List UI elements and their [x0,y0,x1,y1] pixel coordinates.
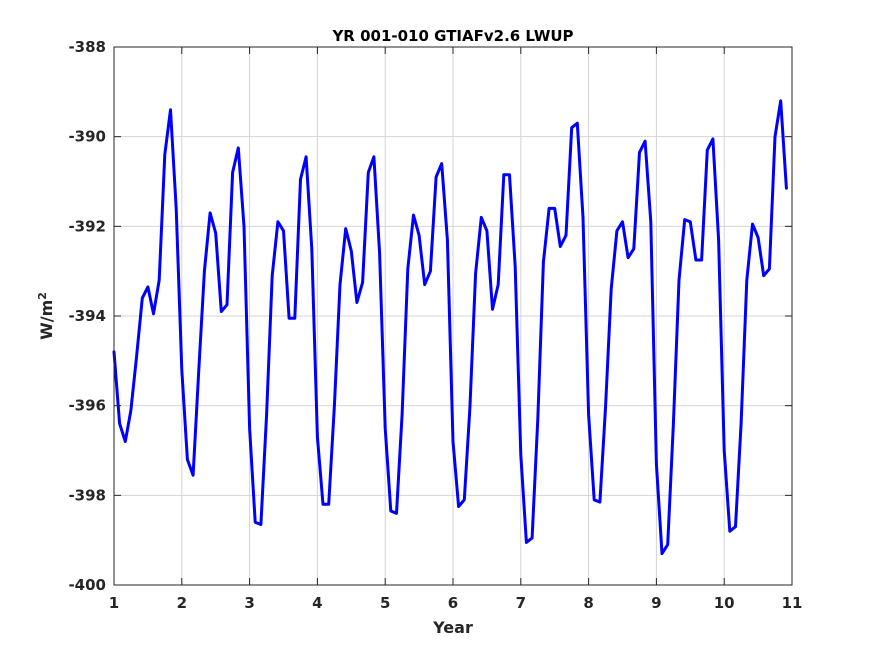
y-axis-label-superscript: 2 [36,292,49,300]
x-tick-label: 2 [177,594,187,612]
series-group [112,99,788,556]
y-tick-label: -388 [68,38,106,56]
y-tick-label: -394 [68,307,106,325]
y-tick-label: -396 [68,397,106,415]
y-tick-label: -400 [68,576,106,594]
y-axis-label-text: W/m [37,300,56,340]
x-tick-label: 4 [312,594,322,612]
x-tick-label: 8 [583,594,593,612]
tick-marks [113,46,793,586]
y-tick-label: -392 [68,217,106,235]
x-axis-label: Year [432,618,473,637]
y-tick-labels: -400 -398 -396 -394 -392 -390 -388 [68,38,106,594]
x-tick-label: 5 [380,594,390,612]
x-tick-label: 3 [244,594,254,612]
chart-title: YR 001-010 GTIAFv2.6 LWUP [331,27,573,45]
y-axis-label: W/m2 [36,292,57,340]
x-tick-label: 10 [714,594,735,612]
x-tick-label: 1 [109,594,119,612]
x-tick-labels: 1 2 3 4 5 6 7 8 9 10 11 [109,594,803,612]
series-line [112,99,788,556]
x-tick-label: 7 [516,594,526,612]
y-tick-label: -398 [68,486,106,504]
x-tick-label: 6 [448,594,458,612]
x-tick-label: 11 [782,594,803,612]
y-tick-label: -390 [68,128,106,146]
x-tick-label: 9 [651,594,661,612]
